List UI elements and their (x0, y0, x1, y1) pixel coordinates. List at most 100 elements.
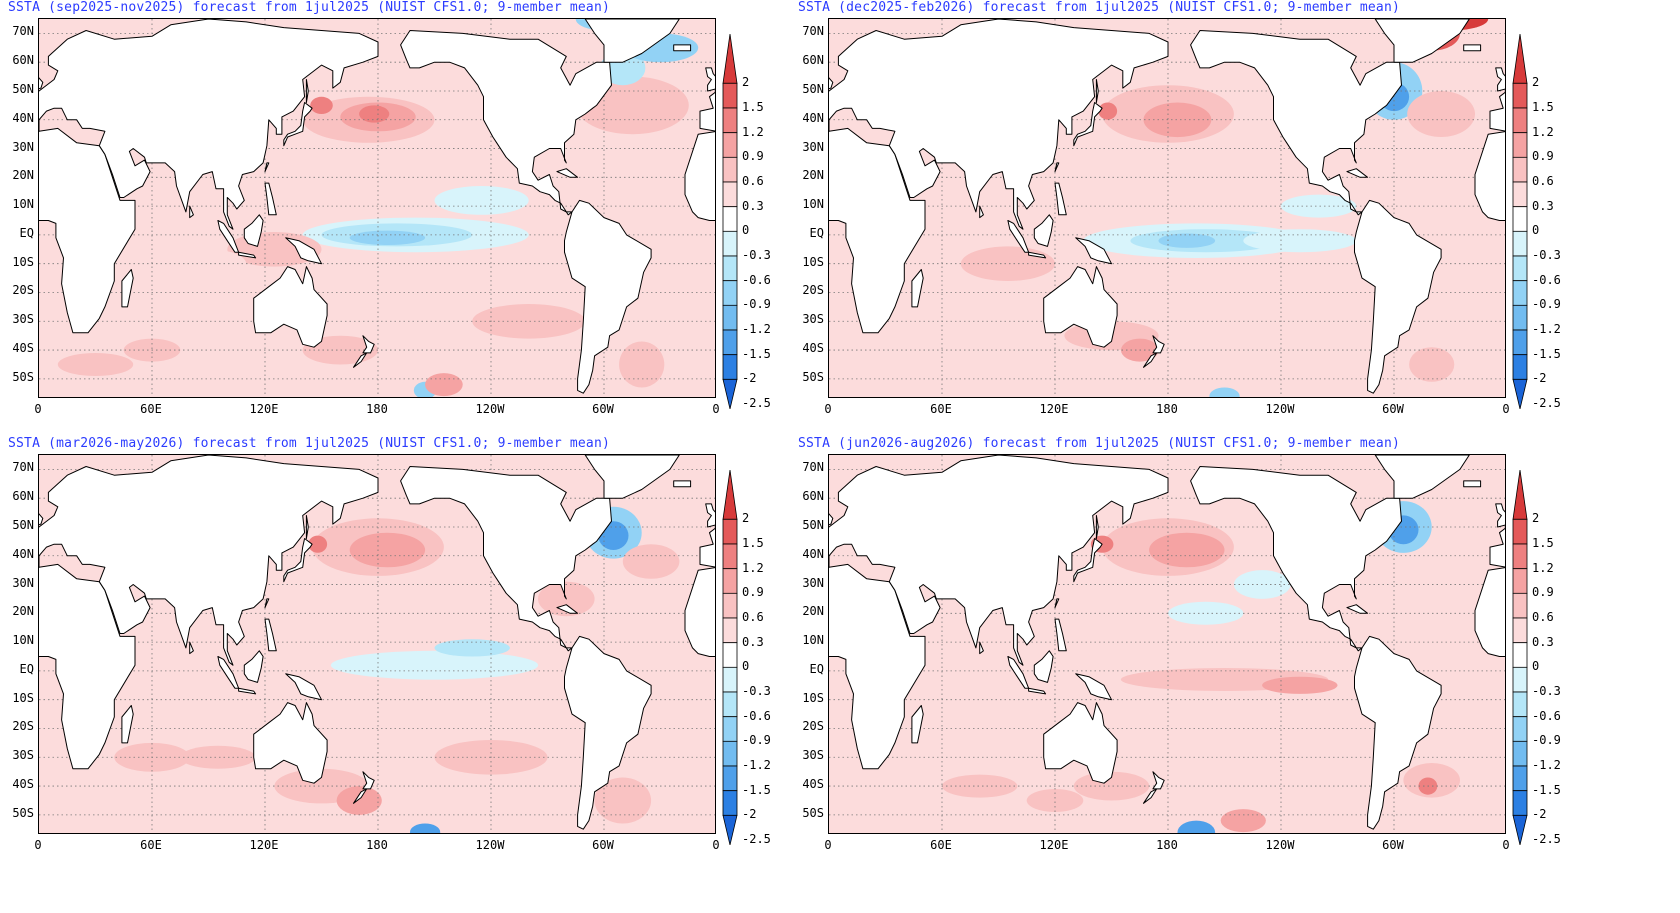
lat-tick-label: 50S (802, 369, 824, 384)
landmass-nz2 (353, 788, 368, 804)
ssta-map (38, 454, 716, 834)
lat-tick-label: 50S (802, 805, 824, 820)
landmass-newguinea (285, 673, 322, 701)
colorbar-swatch (722, 642, 738, 668)
anomaly-patch (1158, 233, 1216, 248)
colorbar-label: 2 (1532, 511, 1540, 526)
landmass-cuba (556, 604, 579, 614)
anomaly-patch (1409, 347, 1455, 382)
anomaly-patch (57, 353, 134, 376)
landmass-newguinea (1075, 673, 1112, 701)
colorbar-label: 0.9 (742, 149, 764, 164)
colorbar-swatch (1512, 740, 1528, 767)
lon-tick-label: 120E (249, 402, 279, 416)
lat-tick-label: 10S (12, 690, 34, 705)
landmass-sumatra (217, 220, 240, 253)
colorbar-swatch (722, 666, 738, 693)
landmass-eurasia (1489, 91, 1505, 132)
colorbar-swatch (1512, 33, 1528, 84)
colorbar-label: 0.6 (742, 610, 764, 624)
lat-tick-label: 50S (12, 805, 34, 820)
landmass-iceland (1463, 44, 1482, 52)
colorbar-swatch (1512, 642, 1528, 668)
panel-title: SSTA (dec2025-feb2026) forecast from 1ju… (798, 0, 1400, 15)
lon-tick-label: 120E (1039, 402, 1069, 416)
lat-tick-label: 50N (802, 517, 824, 532)
lon-tick-label: 0 (712, 402, 720, 416)
lat-tick-label: 30N (12, 139, 34, 154)
lat-tick-label: 60N (12, 489, 34, 504)
lat-tick-label: 50S (12, 369, 34, 384)
lat-tick-label: 20S (12, 719, 34, 734)
landmass-australia (1043, 702, 1118, 784)
landmass-australia (253, 266, 328, 348)
landmass-samerica (564, 635, 652, 830)
landmass-africa (829, 563, 926, 770)
landmass-britain (829, 77, 834, 90)
colorbar-label: -0.9 (742, 297, 771, 312)
colorbar-label: -2.5 (742, 396, 771, 410)
landmass-nz2 (353, 352, 368, 368)
anomaly-patch (594, 777, 652, 824)
lat-tick-label: EQ (19, 661, 34, 676)
colorbar-label: -0.6 (1532, 272, 1561, 287)
colorbar-swatch (722, 691, 738, 718)
landmass-java (238, 687, 257, 695)
anomaly-patch (472, 304, 586, 339)
lat-tick-label: 40S (12, 777, 34, 792)
landmass-greenland (584, 19, 680, 63)
colorbar-label: -2.5 (1532, 396, 1561, 410)
anomaly-patch (302, 335, 378, 365)
landmass-cuba (1346, 604, 1369, 614)
colorbar-swatch (722, 280, 738, 306)
lat-tick-label: EQ (809, 661, 824, 676)
lon-tick-label: 0 (1502, 838, 1510, 852)
landmass-australia (253, 702, 328, 784)
panel-title: SSTA (jun2026-aug2026) forecast from 1ju… (798, 436, 1400, 451)
lat-tick-label: 20S (802, 719, 824, 734)
colorbar-swatch (722, 740, 738, 767)
anomaly-patch (349, 230, 426, 245)
colorbar-label: 1.2 (742, 560, 764, 575)
colorbar-label: 1.2 (1532, 124, 1554, 139)
landmass-srilanka (979, 205, 984, 219)
lat-tick-label: 10N (12, 633, 34, 648)
colorbar-label: -0.6 (1532, 708, 1561, 723)
lon-tick-label: 60W (1382, 402, 1404, 416)
colorbar-label: 1.5 (1532, 100, 1554, 114)
landmass-samerica (564, 199, 652, 394)
lon-tick-label: 180 (366, 838, 388, 852)
colorbar-label: 0 (742, 223, 750, 238)
map-canvas (829, 19, 1505, 397)
colorbar-label: -2.5 (1532, 832, 1561, 846)
lon-tick-label: 0 (712, 838, 720, 852)
colorbar-swatch (1512, 206, 1528, 232)
colorbar-label: -1.2 (1532, 758, 1561, 772)
lat-tick-label: EQ (19, 225, 34, 240)
landmass-africa (39, 563, 136, 770)
lon-tick-label: 0 (1502, 402, 1510, 416)
lon-tick-label: 60W (592, 838, 614, 852)
colorbar-swatch (1512, 666, 1528, 693)
colorbar-swatch (1512, 82, 1528, 109)
landmass-britain (705, 503, 715, 528)
colorbar-label: -0.9 (742, 733, 771, 748)
colorbar-swatch (1512, 765, 1528, 792)
anomaly-patch (1143, 102, 1212, 138)
colorbar-swatch (1512, 255, 1528, 282)
colorbar-label: 1.5 (742, 536, 764, 550)
colorbar-swatch (722, 814, 738, 846)
anomaly-patch (349, 532, 426, 568)
map-canvas (39, 19, 715, 397)
colorbar-label: 0.6 (1532, 610, 1554, 624)
landmass-philippines (264, 618, 277, 652)
lat-tick-label: 40N (12, 546, 34, 561)
colorbar (1512, 469, 1528, 846)
colorbar-label: 0 (1532, 659, 1540, 674)
lon-tick-label: 0 (824, 402, 832, 416)
landmass-eurasia (1489, 527, 1505, 568)
colorbar-swatch (722, 378, 738, 410)
landmass-sumatra (217, 656, 240, 689)
map-canvas (829, 455, 1505, 833)
anomaly-patch (1243, 229, 1357, 253)
